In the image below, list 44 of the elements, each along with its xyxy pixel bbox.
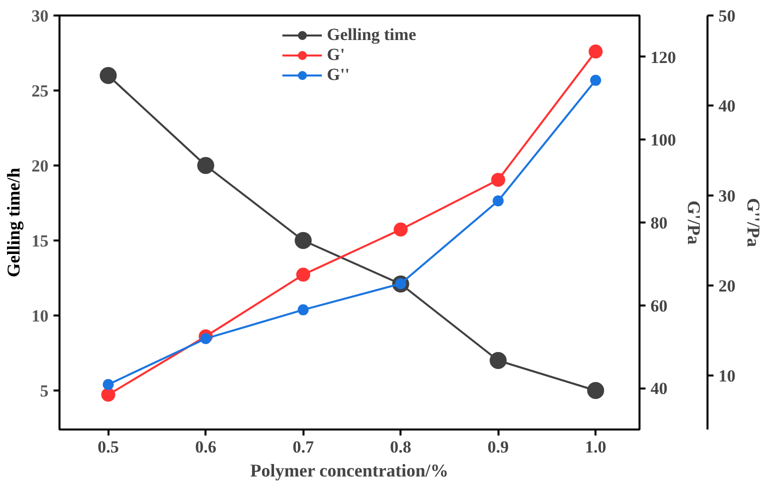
x-axis-title: Polymer concentration/% <box>250 460 448 480</box>
point <box>590 74 602 86</box>
point <box>200 333 212 344</box>
y-tick-label: 5 <box>40 382 48 400</box>
point <box>587 382 604 399</box>
y-tick-label: 30 <box>32 6 48 26</box>
y-tick-label: 25 <box>32 82 48 100</box>
y2-tick-label: 80 <box>650 214 668 232</box>
y3-tick-label: 10 <box>718 366 736 386</box>
legend-label: Gelling time <box>326 25 416 45</box>
point <box>100 67 117 84</box>
y2-tick-label: 60 <box>650 296 668 316</box>
x-tick-label: 1.0 <box>585 438 606 456</box>
y2-tick-label: 100 <box>650 130 676 150</box>
point <box>102 379 114 390</box>
point <box>298 304 309 316</box>
y2-axis-title: G'/Pa <box>684 200 704 244</box>
x-tick-label: 0.5 <box>98 438 119 456</box>
point <box>491 172 506 187</box>
y-axis-title: Gelling time/h <box>4 168 24 278</box>
point <box>394 222 408 237</box>
y-tick-label: 20 <box>32 156 48 176</box>
x-tick-label: 0.6 <box>195 438 216 456</box>
point <box>588 44 603 59</box>
point <box>296 268 310 282</box>
x-tick-label: 0.7 <box>292 438 314 456</box>
y3-tick-label: 50 <box>718 6 736 26</box>
y3-axis-title: G''/Pa <box>744 198 764 247</box>
y3-tick-label: 30 <box>718 186 736 206</box>
y-tick-label: 15 <box>32 232 48 250</box>
x-tick-label: 0.9 <box>488 438 509 456</box>
legend-label: G'' <box>326 65 350 85</box>
point <box>101 388 116 402</box>
point <box>197 157 214 174</box>
y2-tick-label: 40 <box>650 379 668 398</box>
legend-label: G' <box>326 45 346 65</box>
y3-tick-label: 20 <box>718 276 736 296</box>
y2-tick-label: 120 <box>650 48 676 67</box>
point <box>294 232 312 249</box>
x-tick-label: 0.8 <box>390 438 412 456</box>
point <box>490 352 507 369</box>
y-tick-label: 10 <box>32 306 48 326</box>
y3-tick-label: 40 <box>718 96 736 116</box>
point <box>492 195 504 206</box>
